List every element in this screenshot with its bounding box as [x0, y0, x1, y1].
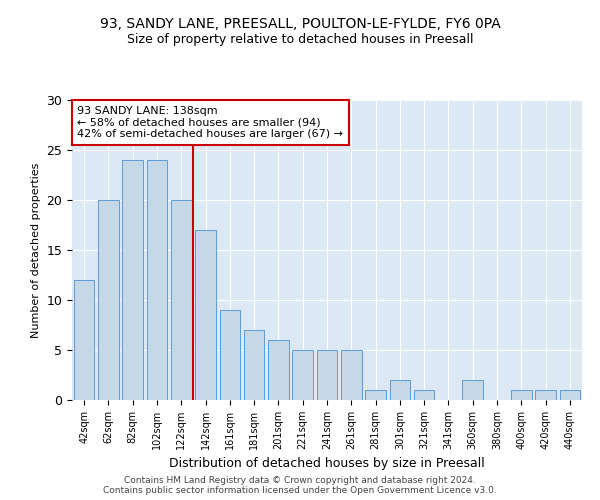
- Text: 93, SANDY LANE, PREESALL, POULTON-LE-FYLDE, FY6 0PA: 93, SANDY LANE, PREESALL, POULTON-LE-FYL…: [100, 18, 500, 32]
- Text: Contains HM Land Registry data © Crown copyright and database right 2024.
Contai: Contains HM Land Registry data © Crown c…: [103, 476, 497, 495]
- Bar: [220, 310, 240, 400]
- Bar: [317, 350, 337, 400]
- Text: 93 SANDY LANE: 138sqm
← 58% of detached houses are smaller (94)
42% of semi-deta: 93 SANDY LANE: 138sqm ← 58% of detached …: [77, 106, 343, 139]
- Bar: [171, 200, 191, 400]
- Bar: [268, 340, 289, 400]
- Bar: [365, 390, 386, 400]
- Bar: [74, 280, 94, 400]
- Text: Size of property relative to detached houses in Preesall: Size of property relative to detached ho…: [127, 32, 473, 46]
- Bar: [389, 380, 410, 400]
- Bar: [414, 390, 434, 400]
- Bar: [122, 160, 143, 400]
- Bar: [146, 160, 167, 400]
- Bar: [195, 230, 216, 400]
- Bar: [511, 390, 532, 400]
- Bar: [292, 350, 313, 400]
- Bar: [560, 390, 580, 400]
- Bar: [98, 200, 119, 400]
- X-axis label: Distribution of detached houses by size in Preesall: Distribution of detached houses by size …: [169, 458, 485, 470]
- Bar: [341, 350, 362, 400]
- Bar: [535, 390, 556, 400]
- Y-axis label: Number of detached properties: Number of detached properties: [31, 162, 41, 338]
- Bar: [463, 380, 483, 400]
- Bar: [244, 330, 265, 400]
